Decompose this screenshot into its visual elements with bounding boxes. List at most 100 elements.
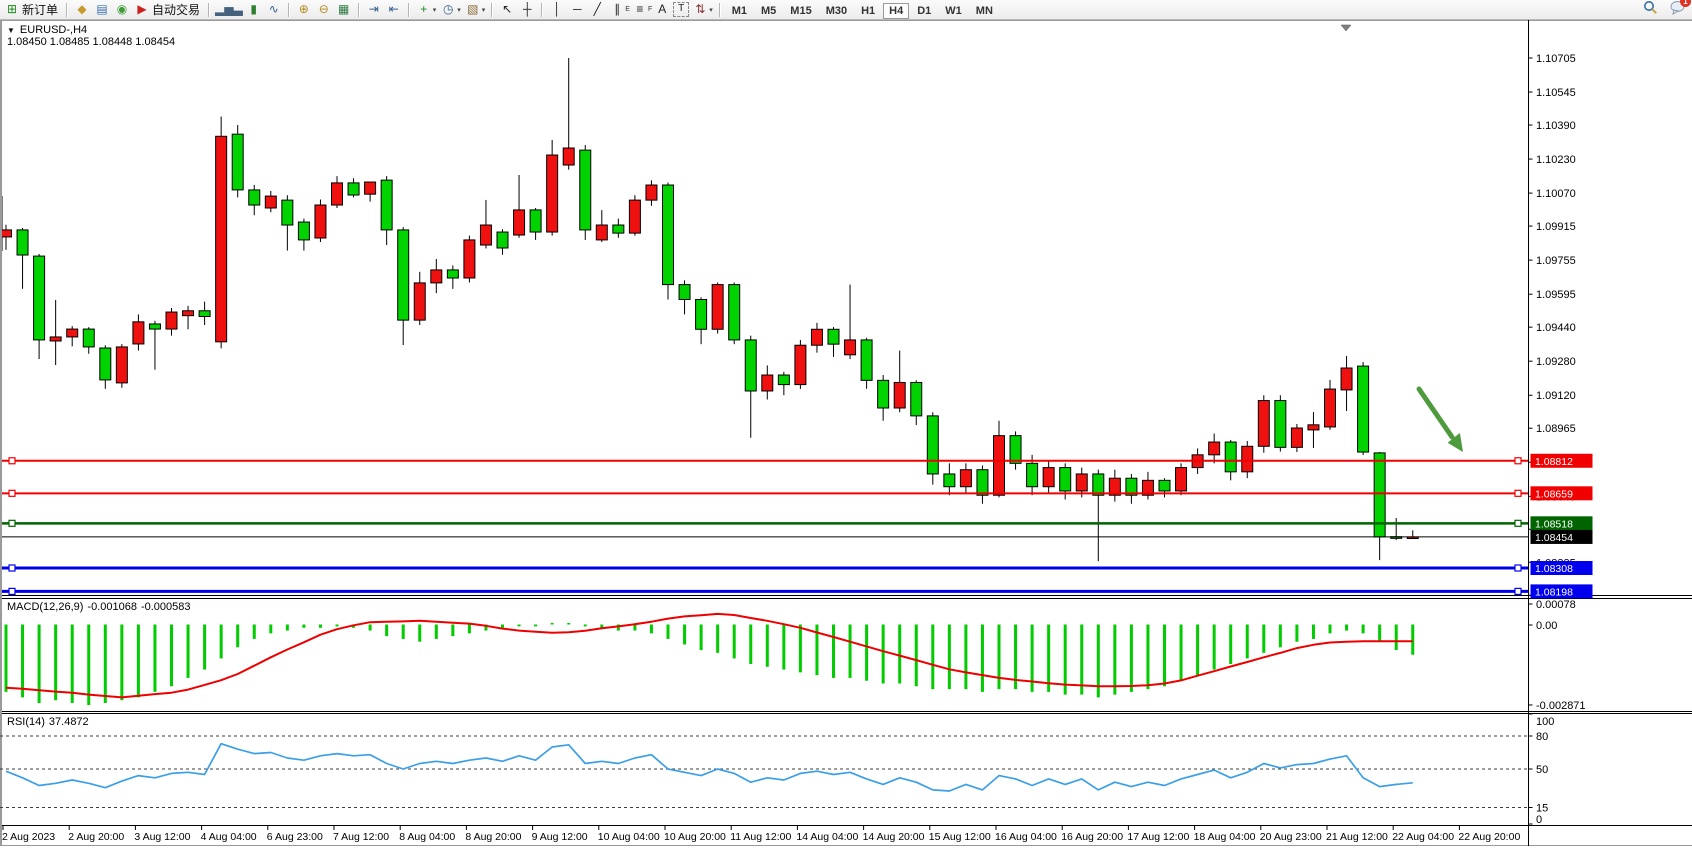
candle (761, 365, 774, 400)
macd-pane[interactable]: 0.00078 0.00 -0.002871 (4, 599, 1586, 712)
chat-icon[interactable]: 1 (1670, 0, 1691, 20)
bull-candle-body (1141, 479, 1154, 496)
vertical-line-icon[interactable]: │ (553, 2, 562, 16)
candle (16, 228, 29, 289)
bull-candle-body (1324, 388, 1336, 428)
support-line-green-handle[interactable] (8, 519, 16, 527)
candle (1340, 356, 1353, 411)
main-toolbar: ⊞ 新订单 ◆ ▤ ◉ ▶ 自动交易 ▂▅▃ ▮ ∿ ⊕ ⊖ ▦ ⇥ ⇤ + ▾ ◷ ▾ ▧ ▾ ↖ ┼ │ ─ ╱ ∥ E ≡ F A T ⇅… (0, 0, 1692, 20)
auto-scroll-icon[interactable]: ⇥ (368, 2, 379, 16)
ohlc-open: 1.08450 (7, 36, 47, 48)
one-click-toggle-icon[interactable]: ▼ (7, 26, 15, 35)
cursor-icon[interactable]: ↖ (502, 2, 513, 16)
annotation-arrow[interactable] (1416, 386, 1463, 452)
add-indicator-icon[interactable]: + (420, 2, 428, 16)
candle (182, 305, 195, 330)
candle (347, 178, 360, 198)
resistance-line-2-handle[interactable] (1514, 489, 1522, 497)
candle (893, 350, 906, 413)
support-line-blue-1-handle[interactable] (8, 564, 16, 572)
chart-shift-marker[interactable] (1340, 24, 1352, 32)
auto-trading-icon[interactable]: ▶ (137, 2, 147, 16)
support-line-blue-2-label (1530, 584, 1593, 599)
arrows-icon[interactable]: ⇅ (695, 2, 706, 16)
periods-icon[interactable]: ◷ (442, 2, 454, 16)
bull-candle-body (115, 346, 128, 384)
rsi-pane[interactable]: 100 80 50 150 (0, 713, 1554, 826)
macd-axis-label: 0.00 (1536, 620, 1557, 632)
rsi-line (5, 742, 1413, 792)
candle (1324, 379, 1336, 430)
time-tick-label: 10 Aug 04:00 (598, 831, 660, 843)
support-line-blue-1-handle[interactable] (1514, 564, 1522, 572)
resistance-line-1-handle[interactable] (8, 457, 16, 465)
rsi-axis-label: 0 (1536, 814, 1542, 826)
price-axis[interactable]: 1.10705 1.10545 1.10390 1.10230 1.10070 1.099… (1528, 53, 1593, 602)
text-icon[interactable]: A (658, 2, 667, 16)
fibonacci-icon[interactable]: ≡ (636, 2, 644, 16)
zoom-out-icon[interactable]: ⊖ (318, 2, 329, 16)
support-line-green-handle[interactable] (1514, 519, 1522, 527)
line-chart-icon[interactable]: ∿ (268, 2, 279, 16)
candle (844, 284, 857, 360)
candle (82, 327, 95, 354)
timeframe-button-m15[interactable]: M15 (790, 4, 812, 17)
bar-chart-icon[interactable]: ▂▅▃ (215, 2, 243, 16)
bear-candle-body (281, 199, 294, 226)
search-icon[interactable] (1643, 0, 1658, 20)
tile-windows-icon[interactable]: ▦ (338, 2, 350, 16)
new-order-icon[interactable]: ⊞ (6, 2, 18, 16)
candle (1175, 463, 1188, 496)
zoom-in-icon[interactable]: ⊕ (298, 2, 309, 16)
bull-candle-body (628, 199, 641, 234)
bear-candle-body (744, 339, 757, 392)
time-tick-label: 2 Aug 20:00 (68, 831, 124, 843)
crosshair-icon[interactable]: ┼ (523, 2, 532, 16)
time-axis[interactable]: 2 Aug 2023 2 Aug 20:00 3 Aug 12:00 4 Aug 04… (2, 826, 1520, 843)
candle (314, 199, 327, 243)
templates-dropdown-icon[interactable]: ▾ (481, 6, 486, 14)
timeframe-button-w1[interactable]: W1 (945, 4, 962, 17)
bear-candle-body (446, 269, 459, 279)
resistance-line-1-handle[interactable] (1514, 457, 1522, 465)
bull-candle-body (1257, 400, 1270, 447)
add-indicator-dropdown-icon[interactable]: ▾ (432, 6, 437, 14)
chart-title-bar: ▼ EURUSD-,H4 1.08450 1.08485 1.08448 1.08454 (7, 24, 178, 48)
styler-icon[interactable]: ◆ (77, 2, 87, 16)
bear-candle-body (943, 473, 956, 488)
chart-shift-icon[interactable]: ⇤ (388, 2, 399, 16)
auto-trading-label[interactable]: 自动交易 (152, 3, 201, 17)
timeframe-button-m1[interactable]: M1 (731, 4, 748, 17)
candlestick-chart-icon[interactable]: ▮ (250, 2, 258, 16)
arrows-dropdown-icon[interactable]: ▾ (709, 6, 713, 14)
candle (198, 301, 211, 326)
candle (148, 320, 161, 370)
timeframe-button-m30[interactable]: M30 (825, 4, 848, 17)
bull-candle-body (182, 310, 195, 317)
timeframe-button-m5[interactable]: M5 (761, 4, 777, 17)
resistance-line-2-handle[interactable] (8, 489, 16, 497)
support-line-blue-2-label-text: 1.08198 (1535, 586, 1573, 598)
horizontal-line-icon[interactable]: ─ (573, 2, 582, 16)
candle (413, 271, 426, 326)
time-tick-label: 11 Aug 12:00 (730, 831, 791, 843)
timeframe-button-h4[interactable]: H4 (883, 2, 910, 19)
candle (711, 282, 724, 334)
text-label-icon[interactable]: T (673, 2, 690, 17)
bull-candle-body (413, 282, 426, 321)
bear-candle-body (728, 284, 741, 341)
candle (297, 218, 310, 251)
support-line-blue-2-handle[interactable] (8, 587, 16, 596)
trendline-icon[interactable]: ╱ (593, 2, 601, 16)
templates-icon[interactable]: ▧ (467, 2, 479, 16)
equidistant-channel-icon[interactable]: ∥ (614, 2, 621, 16)
new-order-label[interactable]: 新订单 (22, 3, 59, 17)
support-line-blue-2-handle[interactable] (1514, 587, 1522, 596)
timeframe-button-d1[interactable]: D1 (917, 4, 932, 17)
timeframe-button-h1[interactable]: H1 (861, 4, 876, 17)
market-watch-icon[interactable]: ◉ (116, 2, 128, 16)
periods-dropdown-icon[interactable]: ▾ (457, 6, 461, 14)
data-window-icon[interactable]: ▤ (96, 2, 108, 16)
timeframe-button-mn[interactable]: MN (975, 4, 993, 17)
